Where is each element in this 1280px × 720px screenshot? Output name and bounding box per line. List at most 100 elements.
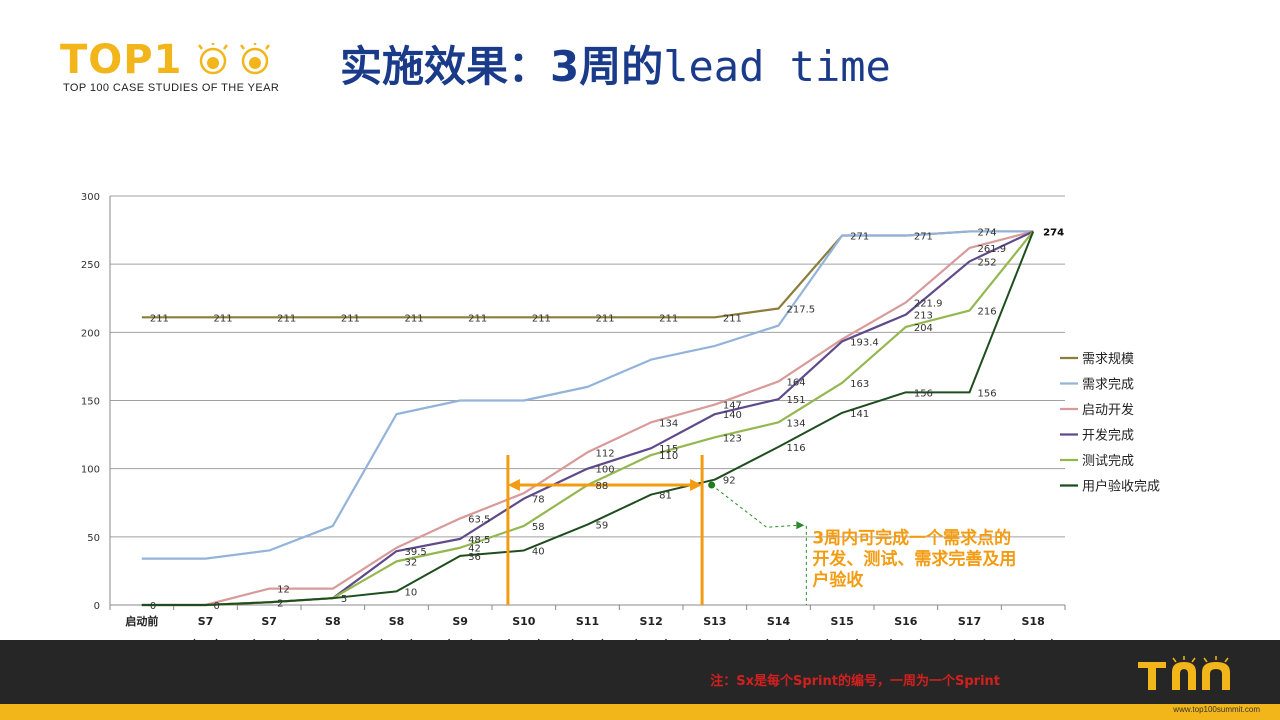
legend-label: 测试完成 (1082, 454, 1134, 469)
data-label: 274 (1043, 227, 1064, 238)
x-tick-label: S13 (703, 615, 726, 628)
data-label: 147 (723, 401, 742, 412)
data-label: 141 (850, 409, 869, 420)
data-label: 40 (532, 546, 545, 557)
legend-label: 开发完成 (1082, 428, 1134, 444)
data-label: 151 (787, 395, 806, 406)
y-tick-label: 100 (81, 465, 100, 476)
page-title: 实施效果：3周的lead time (340, 40, 891, 94)
data-label: 211 (532, 313, 551, 324)
legend-label: 启动开发 (1082, 402, 1134, 418)
data-label: 163 (850, 379, 869, 390)
data-label: 156 (914, 388, 933, 399)
data-label: 48.5 (468, 535, 490, 546)
data-label: 204 (914, 323, 933, 334)
data-label: 39.5 (405, 547, 427, 558)
data-label: 156 (978, 388, 997, 399)
data-label: 211 (468, 313, 487, 324)
x-tick-label: S8 (325, 615, 341, 628)
data-label: 115 (659, 444, 678, 455)
data-label: 123 (723, 433, 742, 444)
data-label: 213 (914, 311, 933, 322)
title-chinese: 实施效果：3周的 (340, 42, 664, 91)
callout-arrow-icon (796, 521, 805, 530)
data-label: 217.5 (787, 304, 816, 315)
logo-subtitle: TOP 100 CASE STUDIES OF THE YEAR (63, 82, 280, 94)
data-label: 211 (150, 313, 169, 324)
arrow-right-icon (690, 479, 703, 492)
data-label: 81 (659, 491, 672, 502)
data-label: 110 (659, 451, 678, 462)
footer-bar (0, 640, 1280, 704)
data-label: 59 (596, 521, 609, 532)
data-label: 42 (468, 544, 481, 555)
legend-label: 用户验收完成 (1082, 479, 1160, 495)
data-label: 5 (341, 594, 347, 605)
y-tick-label: 150 (81, 397, 100, 408)
data-label: 271 (914, 232, 933, 243)
x-tick-label: 启动前 (125, 614, 158, 628)
data-label: 2 (277, 598, 283, 609)
data-label: 193.4 (850, 337, 879, 348)
website-url: www.top100summit.com (1173, 705, 1260, 714)
data-label: 211 (341, 313, 360, 324)
data-label: 221.9 (914, 298, 943, 309)
data-label: 211 (659, 313, 678, 324)
data-label: 211 (405, 313, 424, 324)
x-tick-label: S15 (831, 615, 854, 628)
lead-time-chart: 050100150200250300启动前S7（7-6）S7（7-13）S8（7… (81, 192, 1160, 651)
data-label: 58 (532, 522, 545, 533)
top100-logo: TOP1 TOP 100 CASE STUDIES OF THE YEAR (60, 38, 320, 98)
data-label: 211 (214, 313, 233, 324)
data-label: 261.9 (978, 244, 1007, 255)
data-label: 100 (596, 465, 615, 476)
legend-label: 需求完成 (1082, 378, 1134, 393)
x-tick-label: S12 (640, 615, 663, 628)
data-label: 211 (596, 313, 615, 324)
x-tick-label: S7 (261, 615, 277, 628)
data-label: 10 (405, 587, 418, 598)
data-label: 88 (596, 481, 609, 492)
legend-label: 需求规模 (1082, 352, 1134, 367)
x-tick-label: S11 (576, 615, 599, 628)
x-tick-label: S7 (198, 615, 214, 628)
footer-stripe (0, 704, 1280, 720)
chart-panel: 050100150200250300启动前S7（7-6）S7（7-13）S8（7… (72, 180, 1200, 660)
data-label: 274 (978, 227, 997, 238)
series-line (141, 231, 1035, 606)
series-line (141, 230, 1034, 319)
end-value-label: 274 (1043, 227, 1064, 238)
data-label: 134 (787, 418, 806, 429)
data-label: 252 (978, 257, 997, 268)
x-tick-label: S9 (452, 615, 468, 628)
y-tick-label: 250 (81, 260, 100, 271)
x-tick-label: S10 (512, 615, 536, 628)
data-label: 140 (723, 410, 742, 421)
data-label: 216 (978, 307, 997, 318)
y-tick-label: 50 (87, 533, 100, 544)
series-line (141, 230, 1034, 560)
callout-text-line: 户验收 (812, 570, 863, 591)
y-tick-label: 300 (81, 192, 100, 203)
data-label: 0 (150, 601, 156, 612)
data-label: 164 (787, 377, 806, 388)
logo-zeros-icon (198, 41, 271, 75)
data-label: 211 (723, 313, 742, 324)
data-label: 271 (850, 232, 869, 243)
data-label: 92 (723, 476, 736, 487)
series-line (141, 230, 1034, 607)
data-label: 116 (787, 443, 806, 454)
data-label: 12 (277, 585, 290, 596)
y-tick-label: 200 (81, 328, 100, 339)
x-tick-label: S18 (1022, 615, 1045, 628)
logo-wordmark: TOP1 (60, 38, 285, 82)
callout-text-line: 开发、测试、需求完善及用 (812, 549, 1016, 570)
callout-text-line: 3周内可完成一个需求点的 (812, 528, 1011, 549)
data-label: 78 (532, 495, 545, 506)
data-label: 134 (659, 418, 678, 429)
y-tick-label: 0 (94, 601, 100, 612)
data-label: 112 (596, 448, 615, 459)
data-label: 211 (277, 313, 296, 324)
data-label: 0 (214, 601, 220, 612)
title-english: lead time (663, 42, 891, 91)
